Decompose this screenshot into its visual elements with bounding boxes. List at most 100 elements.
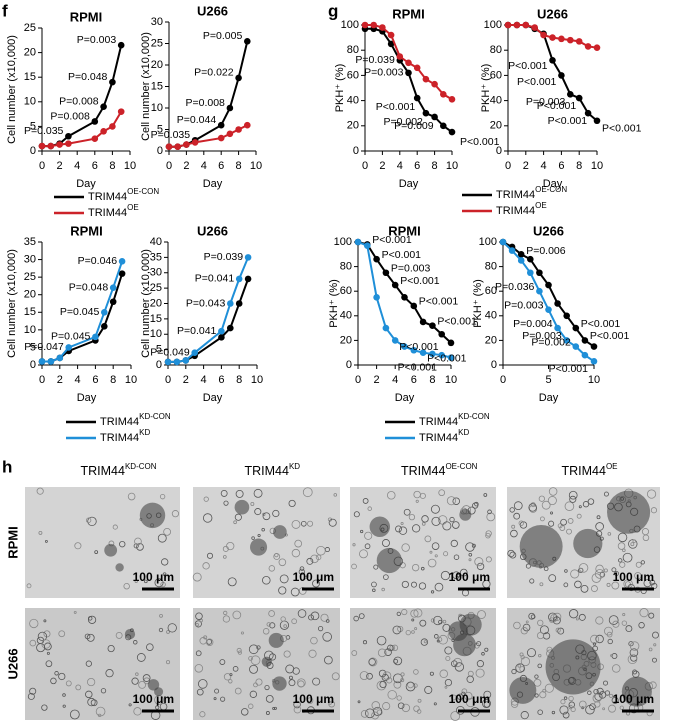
cell xyxy=(232,666,239,672)
p-value-annotation: P<0.001 xyxy=(398,361,438,373)
cell xyxy=(159,493,166,500)
cell xyxy=(288,675,293,680)
data-point xyxy=(522,21,530,29)
cell xyxy=(382,702,391,711)
data-point xyxy=(244,38,251,45)
cell xyxy=(635,561,642,568)
cell xyxy=(86,633,95,642)
data-point xyxy=(396,53,404,60)
cell xyxy=(560,518,567,526)
cell xyxy=(619,561,626,568)
cluster xyxy=(376,547,402,574)
y-tick-label: 20 xyxy=(490,120,502,132)
y-tick-label: 25 xyxy=(24,271,36,283)
cell xyxy=(461,688,468,695)
cell xyxy=(553,612,562,621)
data-point xyxy=(536,269,543,277)
cell xyxy=(466,675,474,683)
x-tick-label: 2 xyxy=(183,374,189,386)
cluster xyxy=(453,633,476,657)
x-tick-label: 8 xyxy=(432,160,438,172)
cell xyxy=(570,706,576,713)
cell xyxy=(570,569,580,579)
cell xyxy=(46,651,50,655)
p-value-annotation: P=0.003 xyxy=(526,96,566,108)
cell xyxy=(612,620,620,628)
data-point xyxy=(91,135,99,142)
cell xyxy=(569,495,577,503)
cell xyxy=(248,703,254,709)
cell xyxy=(381,539,390,548)
x-tick-label: 0 xyxy=(39,374,45,386)
cell xyxy=(427,558,437,568)
cell xyxy=(617,532,628,543)
data-point xyxy=(100,128,107,135)
cell xyxy=(538,653,542,658)
cluster xyxy=(607,490,651,534)
cell xyxy=(357,700,361,704)
data-point xyxy=(549,56,556,64)
cell xyxy=(27,692,35,700)
cell xyxy=(250,501,255,506)
cell xyxy=(398,526,408,535)
cell xyxy=(29,687,37,695)
y-tick-label: 15 xyxy=(151,80,163,92)
cell xyxy=(413,669,419,675)
y-tick-label: 80 xyxy=(347,44,359,56)
cell xyxy=(646,489,657,499)
cell xyxy=(268,653,277,661)
cell xyxy=(653,643,657,647)
cell xyxy=(85,690,93,699)
cell xyxy=(547,496,557,506)
cell xyxy=(638,622,645,629)
data-point xyxy=(109,78,116,86)
data-point xyxy=(38,142,46,150)
cell xyxy=(194,620,202,628)
y-axis-label: Cell number (x10,000) xyxy=(140,249,152,358)
cell xyxy=(602,707,606,711)
cell xyxy=(133,543,139,549)
legend-label: TRIM44KD-CON xyxy=(100,412,171,428)
data-point xyxy=(554,300,561,307)
legend-label: TRIM44OE-CON xyxy=(496,185,567,201)
legend-label-base: TRIM44 xyxy=(88,191,127,203)
cell xyxy=(411,630,415,634)
chart-title: RPMI xyxy=(388,223,421,238)
cell xyxy=(222,555,227,559)
data-point xyxy=(438,351,446,359)
cell xyxy=(485,556,492,563)
data-point xyxy=(226,130,234,138)
cell xyxy=(358,613,365,620)
data-point xyxy=(422,109,430,117)
cell xyxy=(429,671,434,676)
x-tick-label: 4 xyxy=(541,160,547,172)
cell xyxy=(206,639,213,645)
y-tick-label: 20 xyxy=(24,47,36,59)
data-point xyxy=(244,121,251,129)
p-value-annotation: P=0.008 xyxy=(59,96,99,108)
x-tick-label: 10 xyxy=(125,374,137,386)
cell xyxy=(283,624,287,628)
cell xyxy=(419,619,427,627)
cell xyxy=(630,542,635,547)
p-value-annotation: P=0.047 xyxy=(24,341,64,353)
cell xyxy=(595,634,604,644)
cell xyxy=(537,709,543,715)
cell xyxy=(534,674,539,679)
cell xyxy=(359,671,369,681)
cell xyxy=(580,584,589,593)
cell xyxy=(115,631,123,639)
x-tick-label: 8 xyxy=(236,160,242,172)
y-tick-label: 30 xyxy=(150,267,162,279)
cell xyxy=(146,643,154,651)
cell xyxy=(227,577,237,587)
cell xyxy=(640,560,645,565)
cell xyxy=(606,582,611,587)
cell xyxy=(468,552,473,557)
cell xyxy=(58,672,66,681)
cluster xyxy=(621,676,652,707)
cell xyxy=(610,654,614,657)
data-point xyxy=(419,349,427,357)
legend-label-base: TRIM44 xyxy=(100,432,139,444)
cell xyxy=(362,640,368,645)
